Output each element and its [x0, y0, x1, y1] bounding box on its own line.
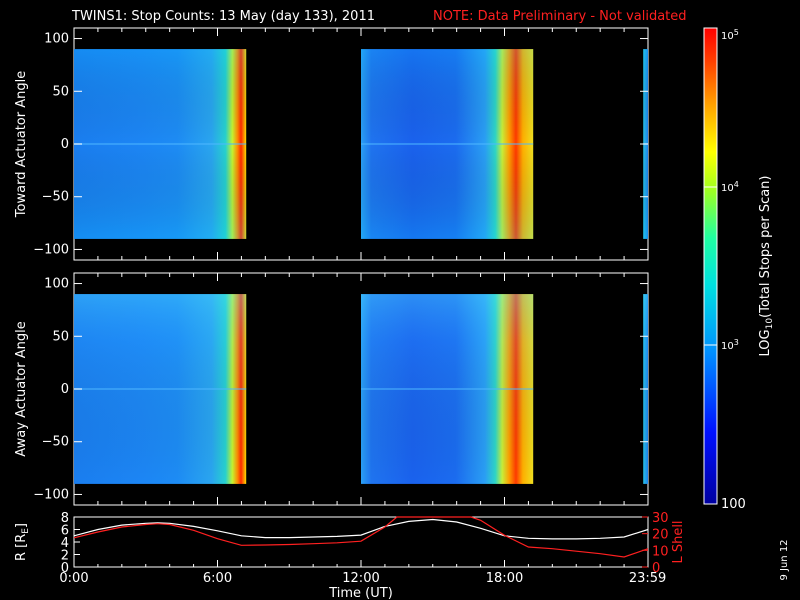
r-ytick-label: 6 [61, 524, 69, 539]
colorbar-label-max-base: 10 [721, 31, 734, 42]
colorbar-label-1e3: 103 [721, 338, 739, 352]
r-axis-label-end: ] [14, 523, 29, 528]
r-ytick-label: 2 [61, 549, 69, 564]
time-axis-label: Time (UT) [328, 586, 393, 600]
orbit-series [73, 516, 649, 558]
colorbar-title-prefix: LOG [758, 329, 773, 356]
toward-ytick-label: −50 [42, 190, 69, 205]
away-y-axis-label: Away Actuator Angle [14, 321, 29, 456]
r-axis-label: R [RE] [14, 523, 31, 561]
r-ytick-label: 4 [61, 536, 69, 551]
colorbar-label-1e3-exp: 3 [734, 338, 739, 347]
chart-title: TWINS1: Stop Counts: 13 May (day 133), 2… [71, 9, 375, 24]
away-ytick-label: 0 [61, 382, 69, 397]
time-xtick-label: 6:00 [203, 571, 232, 586]
colorbar-label-max-exp: 5 [734, 28, 739, 37]
colorbar-label-1e4-exp: 4 [734, 180, 739, 189]
r-axis-label-sub: E [21, 528, 31, 534]
time-xtick-label: 0:00 [59, 571, 88, 586]
away-ytick-label: 100 [44, 277, 69, 292]
toward-ytick-label: −100 [33, 242, 69, 257]
toward-y-axis-label: Toward Actuator Angle [14, 71, 29, 218]
toward-ytick-label: 50 [52, 84, 69, 99]
r-line [73, 518, 649, 540]
away-ytick-label: −100 [33, 487, 69, 502]
colorbar-label-1e4: 104 [721, 180, 739, 194]
time-xtick-label: 12:00 [342, 571, 379, 586]
colorbar-title-suffix: (Total Stops per Scan) [758, 176, 773, 318]
date-stamp: 9 Jun 12 [779, 539, 790, 580]
r-axis-label-main: R [R [14, 534, 29, 561]
r-ytick-label: 8 [61, 511, 69, 526]
time-xtick-label: 18:00 [486, 571, 523, 586]
colorbar-title: LOG10(Total Stops per Scan) [758, 176, 775, 357]
colorbar-label-1e4-base: 10 [721, 183, 734, 194]
toward-ytick-label: 100 [44, 32, 69, 47]
away-heatmap-blocks [74, 294, 648, 484]
colorbar-title-sub: 10 [765, 318, 775, 330]
colorbar-label-1e3-base: 10 [721, 341, 734, 352]
away-actuator-panel: 100 50 0 −50 −100 Away Actuator Angle [14, 272, 649, 506]
orbit-panel-frame [73, 516, 649, 568]
lshell-ytick-label: 10 [652, 544, 669, 559]
colorbar-gradient [703, 27, 718, 505]
lshell-ytick-label: 20 [652, 528, 669, 543]
colorbar: 105 104 103 100 LOG10(Total Stops per Sc… [703, 27, 775, 512]
time-axis: 0:00 6:00 12:00 18:00 23:59 [59, 560, 666, 586]
colorbar-label-max: 105 [721, 28, 739, 42]
away-y-axis: 100 50 0 −50 −100 [33, 273, 649, 505]
lshell-line [73, 516, 649, 558]
time-xtick-label: 23:59 [629, 571, 666, 586]
colorbar-label-min: 100 [721, 497, 746, 512]
lshell-ytick-label: 0 [652, 561, 660, 576]
r-ytick-label: 0 [61, 561, 69, 576]
away-ytick-label: −50 [42, 435, 69, 450]
lshell-axis-label: L Shell [671, 520, 686, 563]
toward-heatmap-blocks [74, 49, 648, 239]
toward-actuator-panel: 100 50 0 −50 −100 Toward Actuator Angle [14, 27, 649, 261]
preliminary-note: NOTE: Data Preliminary - Not validated [433, 9, 687, 24]
toward-ytick-label: 0 [61, 137, 69, 152]
away-ytick-label: 50 [52, 329, 69, 344]
toward-y-axis: 100 50 0 −50 −100 [33, 28, 649, 260]
lshell-ytick-label: 30 [652, 511, 669, 526]
